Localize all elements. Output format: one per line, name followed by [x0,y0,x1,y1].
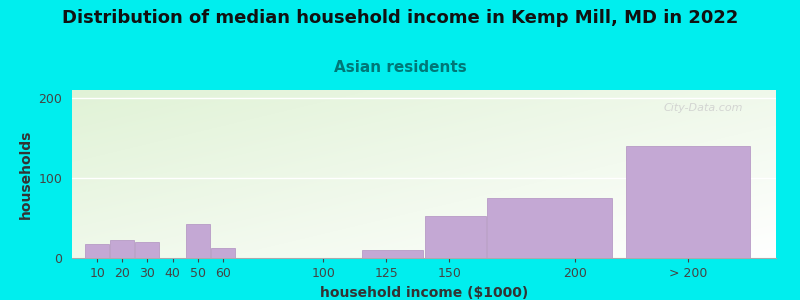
Bar [362,250,423,258]
Bar [86,244,109,258]
Bar [425,216,486,258]
Bar [626,146,750,258]
Y-axis label: households: households [19,129,33,219]
Bar [211,248,235,258]
Text: Asian residents: Asian residents [334,60,466,75]
Bar [110,240,134,258]
X-axis label: household income ($1000): household income ($1000) [320,286,528,300]
Text: City-Data.com: City-Data.com [663,103,743,113]
Text: Distribution of median household income in Kemp Mill, MD in 2022: Distribution of median household income … [62,9,738,27]
Bar [186,224,210,258]
Bar [487,198,612,258]
Bar [135,242,159,258]
